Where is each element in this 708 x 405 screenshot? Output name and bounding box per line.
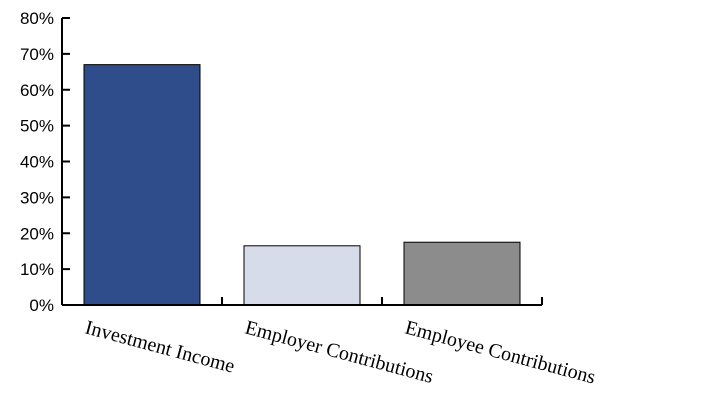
x-axis: Investment Income Employer ContributionsE… <box>62 297 598 389</box>
y-tick-label: 20% <box>20 224 54 243</box>
bars <box>83 64 521 306</box>
bar-employee-contributions <box>403 241 521 306</box>
y-tick-label: 0% <box>29 296 54 315</box>
y-axis: 0% 10% 20% 30% 40% 50% 60% 70% 80% <box>20 9 70 315</box>
y-tick-label: 70% <box>20 45 54 64</box>
y-tick-label: 60% <box>20 81 54 100</box>
x-tick-label: Investment Income <box>83 317 237 378</box>
bar-investment-income <box>83 64 201 306</box>
y-tick-label: 40% <box>20 153 54 172</box>
bar-employer-contributions <box>243 245 361 306</box>
y-tick-label: 50% <box>20 117 54 136</box>
y-tick-label: 80% <box>20 9 54 28</box>
y-tick-label: 30% <box>20 188 54 207</box>
y-tick-label: 10% <box>20 260 54 279</box>
